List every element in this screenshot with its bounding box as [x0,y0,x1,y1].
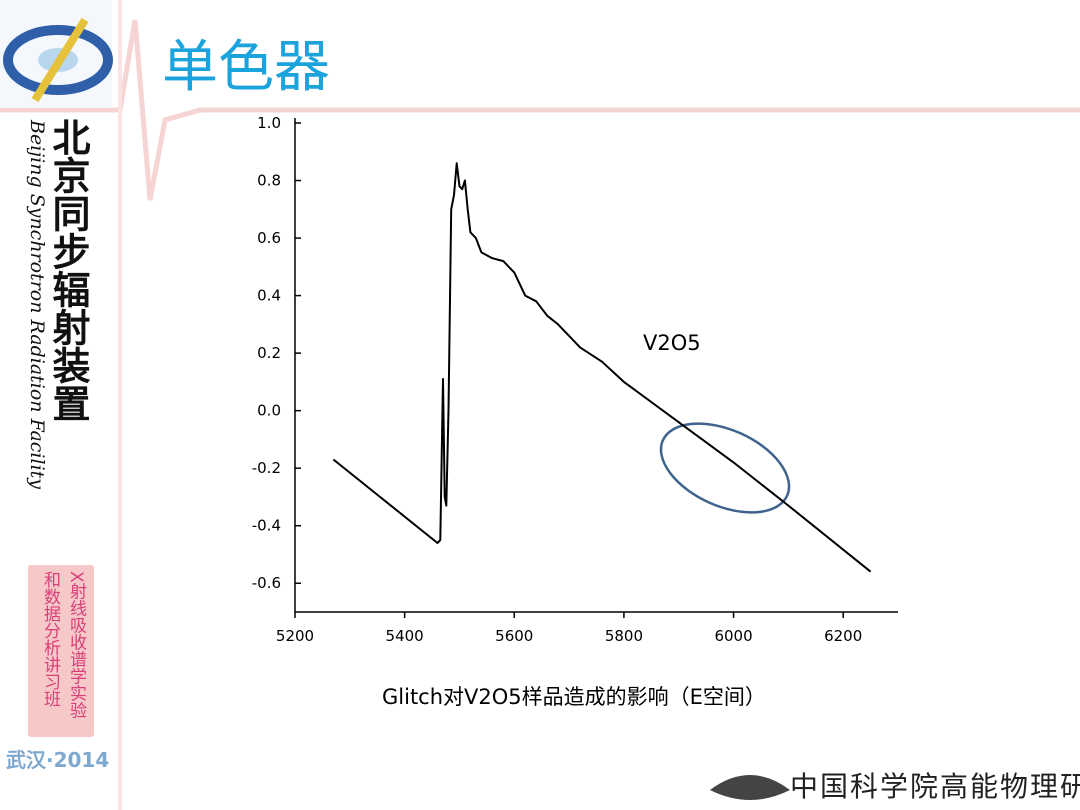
course-box: X射线吸收谱学实验 和数据分析讲习班 [28,565,94,737]
institute-name: 中国科学院高能物理研究所 [790,770,1080,803]
org-name-en: Beijing Synchrotron Radiation Facility [26,120,48,490]
x-tick-label: 5800 [605,627,643,645]
y-tick-label: -0.6 [252,574,281,592]
x-tick-label: 6200 [824,627,862,645]
org-name-cn: 北京同步辐射装置 [46,118,91,422]
annotation: V2O5 [643,331,701,355]
chart-caption: Glitch对V2O5样品造成的影响（E空间） [382,685,766,709]
event-place: 武汉·2014 [6,748,110,772]
y-tick-label: 1.0 [257,114,281,132]
x-tick-label: 5200 [276,627,314,645]
slide-title: 单色器 [162,35,330,100]
y-tick-label: 0.2 [257,344,281,362]
data-line [332,162,872,573]
y-tick-label: 0.8 [257,172,281,190]
x-tick-label: 5600 [495,627,533,645]
y-tick-label: -0.2 [252,459,281,477]
course-line: X射线吸收谱学实验 [66,571,86,719]
highlight-ellipse [659,422,791,514]
y-tick-label: 0.6 [257,229,281,247]
y-tick-label: 0.4 [257,287,281,305]
course-line: 和数据分析讲习班 [40,571,60,707]
x-tick-label: 5400 [386,627,424,645]
y-tick-label: -0.4 [252,517,281,535]
x-tick-label: 6000 [714,627,752,645]
y-tick-label: 0.0 [257,402,281,420]
